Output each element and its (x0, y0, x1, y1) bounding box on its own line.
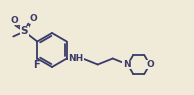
Text: O: O (10, 16, 18, 25)
Text: N: N (123, 60, 131, 69)
Text: F: F (33, 61, 40, 70)
Text: O: O (147, 60, 155, 69)
Text: NH: NH (68, 54, 83, 63)
Text: O: O (29, 14, 37, 23)
Text: S: S (21, 27, 28, 36)
